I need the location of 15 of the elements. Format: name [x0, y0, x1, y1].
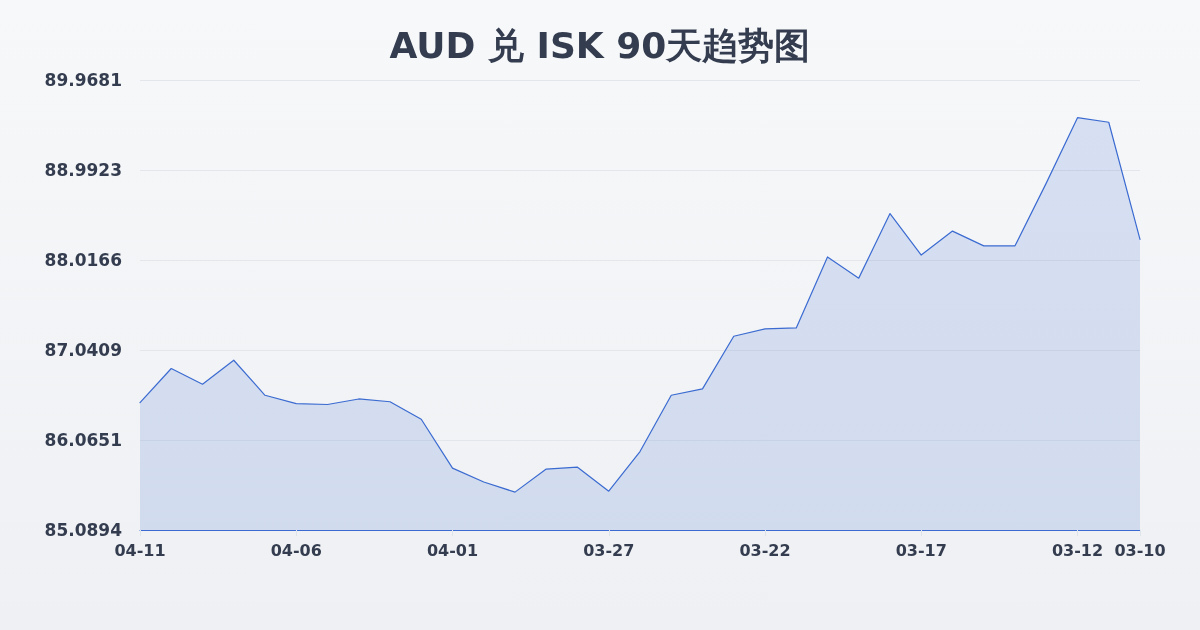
x-tick-label: 03-22	[739, 540, 791, 560]
x-tick-label: 03-12	[1051, 540, 1104, 560]
y-tick-label: 89.9681	[44, 70, 122, 90]
x-tick-label: 03-27	[583, 540, 635, 560]
x-tick-label: 04-11	[114, 540, 166, 560]
y-tick-label: 88.9923	[44, 160, 122, 181]
y-tick-label: 85.0894	[44, 520, 123, 540]
chart-title: AUD 兑 ISK 90天趋势图	[389, 24, 811, 66]
y-tick-label: 88.0166	[44, 250, 122, 270]
x-tick-label: 03-17	[895, 540, 947, 560]
x-tick-label: 03-10	[1114, 540, 1166, 560]
y-tick-label: 87.0409	[44, 340, 122, 360]
y-tick-label: 86.0651	[44, 430, 122, 450]
x-tick-label: 04-01	[426, 540, 479, 560]
x-tick-label: 04-06	[270, 540, 322, 560]
